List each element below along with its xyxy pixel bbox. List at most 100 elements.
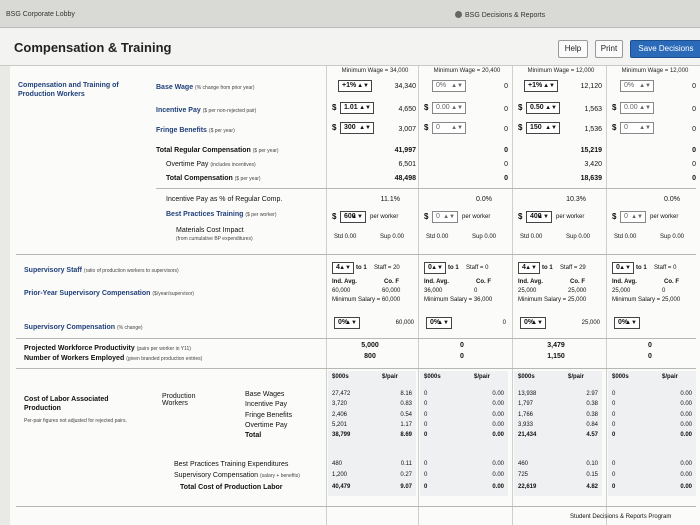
lower-per-pair-4-3: 0.00: [680, 484, 692, 490]
incentive-pct-label: Incentive Pay as % of Regular Comp.: [166, 196, 283, 203]
cost-per-pair-1-2: 0.83: [400, 401, 412, 407]
bpt-input-1[interactable]: 600 ▲▼: [340, 211, 366, 223]
productivity-value-3: 3,479: [547, 342, 565, 349]
stepper-arrows-icon[interactable]: ▲▼: [359, 125, 371, 131]
per-worker-label-2: per worker: [462, 214, 491, 220]
stepper-arrows-icon[interactable]: ▲▼: [639, 125, 651, 131]
co-f-header-2: Co. F: [476, 279, 491, 285]
stepper-arrows-icon[interactable]: ▲▼: [531, 320, 543, 326]
base-wage-input-1[interactable]: +1% ▲▼: [338, 80, 372, 92]
dollar-sign: $: [518, 123, 523, 132]
stepper-arrows-icon[interactable]: ▲▼: [357, 83, 369, 89]
minimum-salary-2: Minimum Salary = 36,000: [424, 297, 493, 303]
column-separator: [606, 66, 607, 525]
stepper-arrows-icon[interactable]: ▲▼: [537, 214, 549, 220]
cost-column-bg: [420, 371, 508, 496]
help-button[interactable]: Help: [558, 40, 588, 58]
co-f-value-4: 0: [662, 288, 666, 294]
cost-row-label-5: Total: [245, 432, 262, 439]
stepper-arrows-icon[interactable]: ▲▼: [631, 214, 643, 220]
print-button[interactable]: Print: [595, 40, 623, 58]
dollar-sign: $: [612, 123, 617, 132]
stepper-arrows-icon[interactable]: ▲▼: [451, 105, 463, 111]
std-value-1: Std 0.00: [334, 234, 357, 240]
supervisory-comp-value-2: 0: [502, 320, 506, 326]
stepper-arrows-icon[interactable]: ▲▼: [451, 83, 463, 89]
sup-comp-cost-hint: (salary + benefits): [260, 473, 300, 479]
bpt-input-3[interactable]: 400 ▲▼: [526, 211, 552, 223]
bpt-input-4[interactable]: 0 ▲▼: [620, 211, 646, 223]
fringe-input-1-value: 300: [344, 124, 356, 131]
region-header-4: Minimum Wage = 12,000: [621, 68, 689, 74]
incentive-input-1-value: 1.01: [344, 104, 358, 111]
save-decisions-button[interactable]: Save Decisions: [630, 40, 700, 58]
supervisor-ratio-input-3[interactable]: 4 ▲▼: [518, 262, 540, 274]
supervisor-ratio-input-4[interactable]: 0 ▲▼: [612, 262, 634, 274]
bpt-input-2[interactable]: 0 ▲▼: [432, 211, 458, 223]
cost-column-bg: [514, 371, 602, 496]
supervisory-comp-input-2[interactable]: 0% ▲▼: [426, 317, 452, 329]
fringe-input-4[interactable]: 0 ▲▼: [620, 122, 654, 134]
supervisor-ratio-input-2[interactable]: 0 ▲▼: [424, 262, 446, 274]
divider: [16, 254, 696, 255]
incentive-input-4[interactable]: 0.00 ▲▼: [620, 102, 654, 114]
stepper-arrows-icon[interactable]: ▲▼: [431, 265, 443, 271]
base-wage-value-3: 12,120: [580, 83, 602, 90]
sup-value-2: Sup 0.00: [472, 234, 497, 240]
stepper-arrows-icon[interactable]: ▲▼: [625, 320, 637, 326]
dollar-sign: $: [332, 103, 337, 112]
incentive-input-2[interactable]: 0.00 ▲▼: [432, 102, 466, 114]
stepper-arrows-icon[interactable]: ▲▼: [619, 265, 631, 271]
bpt-expenditures-label: Best Practices Training Expenditures: [174, 461, 289, 468]
cost-of-labor-title-2: Production: [24, 405, 61, 412]
base-wage-input-2[interactable]: 0% ▲▼: [432, 80, 466, 92]
fringe-input-3[interactable]: 150 ▲▼: [526, 122, 560, 134]
stepper-arrows-icon[interactable]: ▲▼: [451, 125, 463, 131]
incentive-input-1[interactable]: 1.01 ▲▼: [340, 102, 374, 114]
stepper-arrows-icon[interactable]: ▲▼: [359, 105, 371, 111]
stepper-arrows-icon[interactable]: ▲▼: [639, 83, 651, 89]
divider: [156, 188, 696, 189]
fringe-value-4: 0: [692, 126, 696, 133]
fringe-input-2[interactable]: 0 ▲▼: [432, 122, 466, 134]
productivity-value-2: 0: [460, 342, 464, 349]
base-wage-value-1: 34,340: [394, 83, 416, 90]
supervisory-comp-input-1[interactable]: 0% ▲▼: [334, 317, 360, 329]
stepper-arrows-icon[interactable]: ▲▼: [525, 265, 537, 271]
supervisory-comp-input-4[interactable]: 0% ▲▼: [614, 317, 640, 329]
sup-value-4: Sup 0.00: [660, 234, 685, 240]
stepper-arrows-icon[interactable]: ▲▼: [437, 320, 449, 326]
cost-per-pair-3-4: 0.84: [586, 422, 598, 428]
section-title-compensation: Compensation and Training of: [18, 82, 119, 89]
stepper-arrows-icon[interactable]: ▲▼: [639, 105, 651, 111]
supervisory-staff-row-label: Supervisory Staff (ratio of production w…: [24, 267, 179, 274]
prior-year-label: Prior-Year Supervisory Compensation: [24, 290, 151, 297]
incentive-input-3[interactable]: 0.50 ▲▼: [526, 102, 560, 114]
sup-value-3: Sup 0.00: [566, 234, 591, 240]
cost-per-pair-2-1: 0.00: [492, 391, 504, 397]
employed-hint: (given branded production entries): [126, 356, 203, 362]
stepper-arrows-icon[interactable]: ▲▼: [443, 214, 455, 220]
section-title-production-workers: Production Workers: [18, 91, 85, 98]
thousands-header-2: $000s: [424, 374, 441, 380]
base-wage-input-3[interactable]: +1% ▲▼: [524, 80, 558, 92]
supervisor-ratio-input-1[interactable]: 4 ▲▼: [332, 262, 354, 274]
stepper-arrows-icon[interactable]: ▲▼: [339, 265, 351, 271]
stepper-arrows-icon[interactable]: ▲▼: [351, 214, 363, 220]
decisions-reports-link[interactable]: BSG Decisions & Reports: [455, 11, 545, 19]
stepper-arrows-icon[interactable]: ▲▼: [543, 83, 555, 89]
to-one-label-1: to 1: [356, 265, 367, 271]
base-wage-input-4[interactable]: 0% ▲▼: [620, 80, 654, 92]
employed-label: Number of Workers Employed: [24, 355, 125, 362]
stepper-arrows-icon[interactable]: ▲▼: [545, 105, 557, 111]
stepper-arrows-icon[interactable]: ▲▼: [345, 320, 357, 326]
stepper-arrows-icon[interactable]: ▲▼: [545, 125, 557, 131]
lower-thousands-2-2: 0: [424, 472, 428, 478]
fringe-label: Fringe Benefits: [156, 127, 207, 134]
supervisory-comp-label: Supervisory Compensation: [24, 324, 116, 331]
lower-thousands-4-2: 0: [612, 472, 616, 478]
total-comp-hint: ($ per year): [234, 176, 261, 182]
corporate-lobby-link[interactable]: BSG Corporate Lobby: [6, 11, 75, 18]
fringe-input-1[interactable]: 300 ▲▼: [340, 122, 374, 134]
supervisory-comp-input-3[interactable]: 0% ▲▼: [520, 317, 546, 329]
